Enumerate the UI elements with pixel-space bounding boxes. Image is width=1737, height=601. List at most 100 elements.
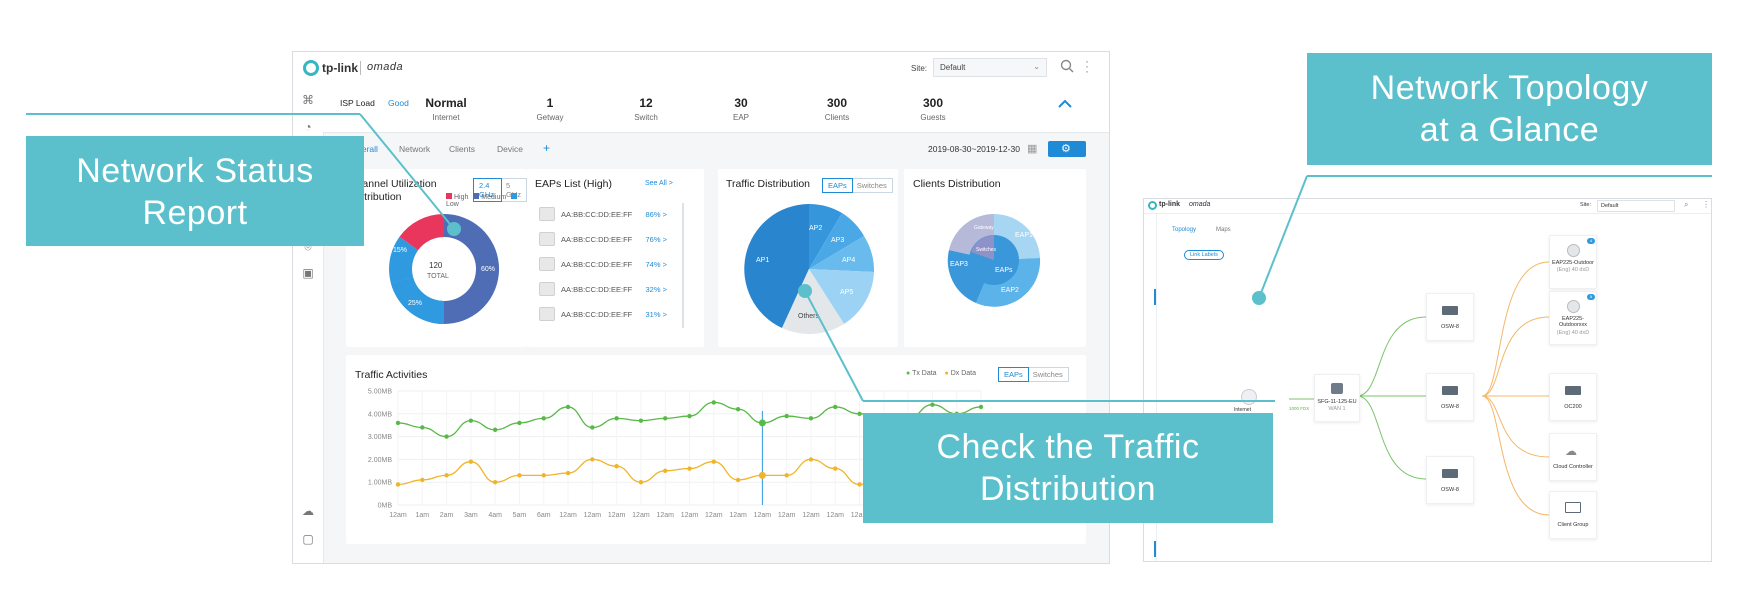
data-point (517, 473, 522, 478)
device-sub: (Eng) 40 dxD (1556, 330, 1590, 336)
traffic-distribution-pie (744, 204, 874, 334)
tab-maps[interactable]: Maps (1216, 227, 1231, 233)
data-point (638, 418, 644, 423)
network-status-bar: ISP Load Good Normal Internet 1 Getway 12 S… (323, 84, 1109, 133)
toggle-switches[interactable]: Switches (1032, 370, 1063, 379)
x-tick-label: 12am (778, 512, 796, 519)
statistics-pie-icon[interactable]: ◔ (304, 120, 312, 134)
gateway-name: SFG-11-125-EU (1317, 399, 1357, 405)
collapse-chevron-up-icon[interactable] (1056, 95, 1074, 113)
search-icon[interactable] (1059, 58, 1075, 74)
gear-icon: ⚙ (1061, 143, 1071, 155)
calendar-icon[interactable]: ▦ (1027, 143, 1038, 155)
band-24ghz[interactable]: 2.4 GHz (473, 178, 502, 202)
see-all-link[interactable]: See All > (645, 180, 673, 187)
switch-node[interactable]: OSW-8 (1426, 293, 1474, 341)
tab-topology[interactable]: Topology (1172, 227, 1197, 233)
calendar-icon[interactable]: ▣ (302, 266, 314, 280)
stat-guests: 300 Guests (920, 96, 946, 122)
eap-device-icon (539, 307, 555, 321)
y-tick-label: 0MB (378, 503, 393, 510)
client-count-badge: 5 (1587, 294, 1595, 300)
tab-network[interactable]: Network (399, 144, 431, 154)
legend-dx: Dx Data (950, 370, 977, 377)
dashboard-settings-button[interactable]: ⚙ (1048, 141, 1086, 157)
stat-switch: 12 Switch (634, 96, 658, 122)
data-point (444, 434, 449, 439)
switch-node[interactable]: OSW-8 (1426, 373, 1474, 421)
dashboard-grid-icon[interactable]: ⌘ (302, 93, 314, 107)
toggle-switches[interactable]: Switches (856, 181, 887, 190)
tab-clients[interactable]: Clients (449, 144, 475, 154)
sunburst-label-eap1: EAP1 (1015, 232, 1033, 239)
add-tab-icon[interactable]: + (543, 141, 551, 155)
stat-gateway: 1 Getway (536, 96, 564, 122)
legend-medium: Medium (481, 194, 507, 201)
link-labels-button[interactable]: Link Labels (1184, 250, 1224, 260)
clients-distribution-title: Clients Distribution (913, 178, 1001, 190)
gateway-sub: WAN 1 (1328, 406, 1346, 412)
data-point (784, 413, 789, 419)
site-select-value: Default (940, 63, 966, 72)
more-menu-icon[interactable]: · · · (1085, 54, 1089, 78)
data-point (420, 477, 425, 483)
device-node[interactable]: ☁ Cloud Controller (1549, 433, 1597, 481)
list-item[interactable]: AA:BB:CC:DD:EE:FF 76% > (535, 228, 675, 250)
eaps-list-title: EAPs List (High) (535, 178, 613, 190)
brand-logo: tp-link (322, 61, 358, 75)
gateway-shield-icon (1331, 383, 1343, 394)
data-point (565, 470, 571, 476)
data-point (711, 459, 716, 464)
settings-square-icon[interactable]: ▢ (302, 532, 314, 546)
list-item[interactable]: AA:BB:CC:DD:EE:FF 32% > (535, 278, 675, 300)
x-tick-label: 3am (464, 512, 478, 519)
device-node[interactable]: OC200 (1549, 373, 1597, 421)
date-range[interactable]: 2019-08-30~2019-12-30 (928, 144, 1020, 154)
cloud-icon[interactable]: ☁ (302, 504, 314, 518)
callout-marker (798, 284, 812, 298)
access-point-icon (1567, 300, 1580, 313)
x-tick-label: 12am (559, 512, 577, 519)
device-node[interactable]: Client Group (1549, 491, 1597, 539)
list-item[interactable]: AA:BB:CC:DD:EE:FF 74% > (535, 253, 675, 275)
donut-low-slice-b (390, 277, 444, 324)
device-node[interactable]: 5 EAP225-Outdoorxxx (Eng) 40 dxD (1549, 291, 1597, 345)
traffic-distribution-card: Traffic Distribution EAPs Switches AP1 A… (718, 169, 898, 347)
pie-label-ap1: AP1 (756, 257, 770, 264)
tab-device[interactable]: Device (497, 144, 523, 154)
switch-node[interactable]: OSW-8 (1426, 456, 1474, 504)
product-name: omada (1189, 201, 1211, 208)
traffic-dist-toggle: EAPs Switches (822, 178, 893, 193)
more-menu-icon[interactable]: ⋮ (1702, 200, 1710, 209)
site-select[interactable]: Default ⌄ (933, 58, 1047, 77)
stat-eap: 30 EAP (732, 96, 749, 122)
switch-icon (1442, 306, 1458, 315)
eap-device-icon (539, 232, 555, 246)
sunburst-label-eaps: EAPs (995, 267, 1013, 274)
data-point (541, 416, 546, 421)
gateway-node[interactable]: SFG-11-125-EU WAN 1 (1314, 374, 1360, 422)
data-point (758, 419, 766, 427)
tp-link-logo-icon (303, 60, 319, 76)
search-icon[interactable]: ⌕ (1684, 200, 1689, 209)
gateway-link-speed: 1000 FDX (1289, 406, 1310, 411)
site-select[interactable]: Default (1597, 200, 1675, 212)
tab-overall[interactable]: Overall (351, 144, 378, 154)
list-scrollbar[interactable] (682, 203, 684, 328)
location-pin-icon[interactable]: ⌾ (304, 240, 312, 254)
list-item[interactable]: AA:BB:CC:DD:EE:FF 86% > (535, 203, 675, 225)
clients-distribution-card: Clients Distribution EAP1 EAP2 EAP3 EAPs… (904, 169, 1086, 347)
device-sub: (Eng) 40 dxD (1556, 267, 1590, 273)
callout-marker (447, 222, 461, 236)
toggle-eaps[interactable]: EAPs (822, 178, 853, 193)
list-item[interactable]: AA:BB:CC:DD:EE:FF 31% > (535, 303, 675, 325)
data-point (978, 404, 984, 410)
toggle-eaps[interactable]: EAPs (998, 367, 1029, 382)
callout-line: Distribution (979, 470, 1157, 508)
internet-label: Internet (1234, 407, 1251, 413)
client-count-badge: 4 (1587, 238, 1595, 244)
data-point (857, 411, 862, 416)
device-node[interactable]: 4 EAP225-Outdoor (Eng) 40 dxD (1549, 235, 1597, 289)
callout-line: Report (142, 194, 248, 232)
cloud-icon: ☁ (1565, 444, 1577, 458)
